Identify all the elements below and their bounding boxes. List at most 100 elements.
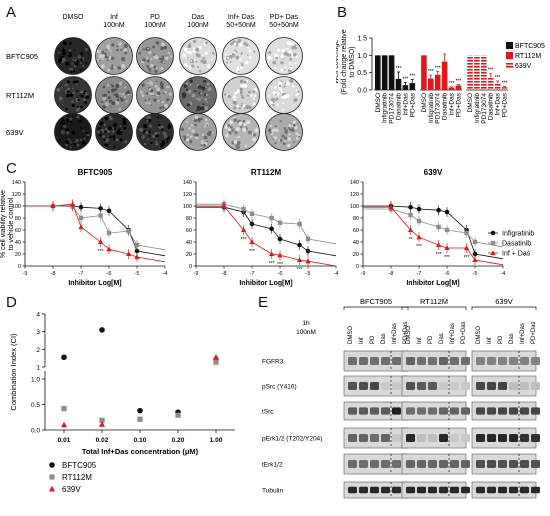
y-tick-label: 60 bbox=[186, 228, 192, 234]
colony-speck bbox=[102, 93, 106, 98]
colony-speck bbox=[143, 124, 148, 129]
plate-row-label: RT112M bbox=[6, 91, 34, 100]
colony-speck bbox=[110, 56, 115, 61]
colony-speck bbox=[66, 90, 70, 94]
colony-speck bbox=[157, 116, 159, 119]
colony-speck bbox=[191, 61, 194, 64]
legend-label: Infigratinib bbox=[502, 231, 534, 238]
x-tick-label: Inf+Das bbox=[449, 92, 456, 115]
colony-speck bbox=[207, 132, 212, 137]
colony-speck bbox=[211, 131, 214, 134]
colony-speck bbox=[253, 94, 257, 97]
colony-speck bbox=[191, 64, 195, 68]
colony-speck bbox=[142, 48, 145, 51]
colony-speck bbox=[160, 85, 164, 90]
colony-speck bbox=[122, 83, 124, 85]
colony-speck bbox=[146, 65, 150, 68]
cell-line-label: 639V bbox=[495, 297, 513, 306]
colony-speck bbox=[191, 93, 196, 98]
plate-column-label: 100nM bbox=[144, 22, 166, 29]
data-point bbox=[99, 417, 105, 423]
panel-label-e: E bbox=[258, 294, 269, 311]
blot-band bbox=[381, 434, 390, 442]
colony-speck bbox=[122, 121, 127, 126]
colony-speck bbox=[252, 90, 256, 93]
plate-row-label: 639V bbox=[6, 128, 24, 137]
colony-speck bbox=[118, 107, 122, 111]
data-point bbox=[408, 227, 414, 232]
colony-speck bbox=[208, 96, 211, 99]
blot-band bbox=[417, 486, 426, 494]
y-axis-label-group: Combination Index (CI) bbox=[9, 333, 18, 411]
colony-speck bbox=[106, 56, 110, 59]
blot-band bbox=[450, 382, 459, 390]
data-point bbox=[175, 412, 181, 418]
colony-speck bbox=[110, 66, 114, 70]
blot-band bbox=[461, 486, 470, 494]
colony-speck bbox=[192, 39, 197, 44]
colony-speck bbox=[58, 138, 62, 142]
data-point bbox=[277, 236, 283, 242]
colony-speck bbox=[76, 96, 79, 99]
colony-speck bbox=[291, 48, 294, 50]
x-tick-label: Infigratinib bbox=[474, 93, 481, 123]
colony-speck bbox=[154, 131, 158, 136]
significance-label: *** bbox=[241, 237, 247, 243]
blot-band bbox=[370, 382, 379, 390]
blot-band bbox=[498, 407, 507, 415]
significance-label: *** bbox=[436, 252, 442, 258]
colony-speck bbox=[186, 120, 189, 124]
colony-speck bbox=[119, 81, 123, 86]
x-tick-label: 0.20 bbox=[172, 437, 185, 444]
colony-speck bbox=[249, 56, 252, 59]
blot-band bbox=[520, 486, 529, 494]
colony-speck bbox=[71, 62, 74, 65]
bar bbox=[448, 87, 455, 90]
colony-speck bbox=[57, 137, 60, 139]
x-tick-label: -5 bbox=[135, 271, 140, 277]
colony-speck bbox=[267, 55, 272, 61]
colony-speck bbox=[80, 58, 83, 61]
colony-speck bbox=[162, 61, 165, 64]
plate-column-label: DMSO bbox=[63, 14, 85, 21]
colony-speck bbox=[200, 106, 205, 111]
legend-label: Dasatinib bbox=[502, 241, 531, 248]
colony-speck bbox=[248, 90, 251, 94]
colony-speck bbox=[80, 127, 83, 130]
colony-speck bbox=[60, 86, 63, 89]
blot-band bbox=[406, 382, 415, 390]
colony-speck bbox=[162, 131, 167, 136]
blot-band bbox=[461, 407, 470, 415]
legend-marker bbox=[490, 250, 496, 255]
colony-speck bbox=[279, 120, 282, 123]
data-point bbox=[99, 421, 105, 427]
y-tick-label: 100 bbox=[12, 204, 21, 210]
colony-speck bbox=[83, 137, 86, 140]
bar bbox=[381, 55, 388, 90]
colony-speck bbox=[144, 99, 147, 102]
colony-speck bbox=[233, 106, 237, 110]
colony-speck bbox=[201, 86, 206, 91]
subplot-title: BFTC905 bbox=[78, 168, 113, 177]
colony-speck bbox=[56, 87, 61, 92]
blot-band bbox=[417, 357, 426, 365]
blot-band bbox=[392, 382, 401, 390]
x-tick-label: 0.10 bbox=[134, 437, 147, 444]
colony-speck bbox=[252, 137, 257, 142]
colony-speck bbox=[117, 66, 121, 70]
colony-speck bbox=[98, 133, 102, 137]
x-tick-label: -7 bbox=[250, 271, 255, 277]
blot-band bbox=[439, 407, 448, 415]
colony-speck bbox=[275, 56, 278, 60]
significance-label: *** bbox=[495, 75, 501, 81]
plate-column-label: 100nM bbox=[187, 22, 209, 29]
colony-speck bbox=[168, 92, 173, 96]
colony-speck bbox=[161, 55, 165, 58]
x-tick-label: 0.01 bbox=[58, 437, 71, 444]
colony-speck bbox=[155, 80, 158, 83]
colony-speck bbox=[65, 130, 70, 135]
x-tick-label: -4 bbox=[334, 271, 339, 277]
blot-band bbox=[406, 407, 415, 415]
colony-speck bbox=[63, 124, 67, 129]
colony-speck bbox=[278, 139, 281, 142]
